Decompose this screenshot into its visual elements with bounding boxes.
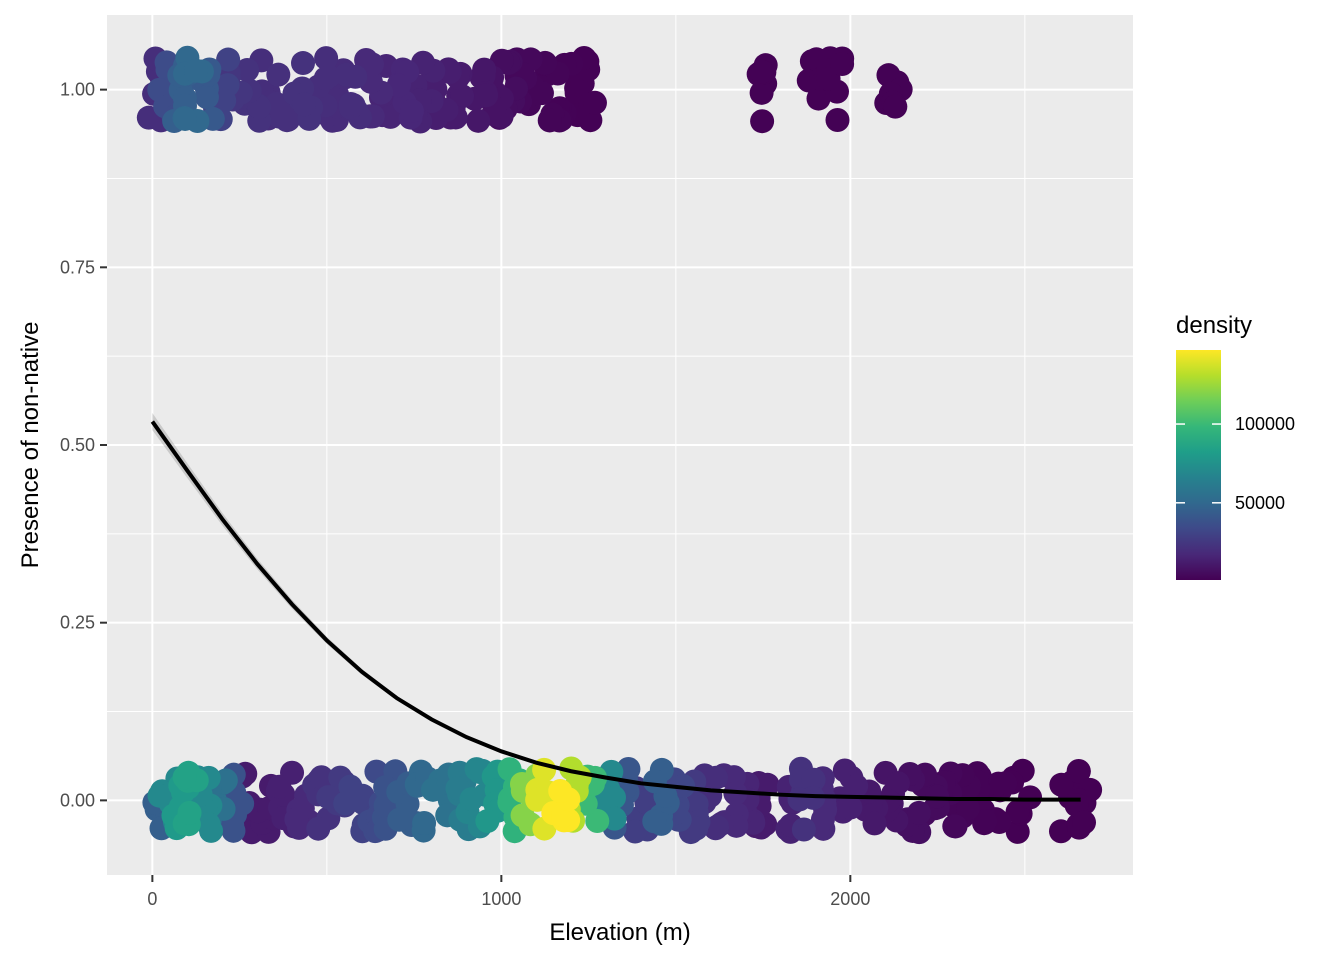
point-present <box>272 101 297 126</box>
point-absent <box>956 796 981 821</box>
y-tick-label: 1.00 <box>60 80 95 100</box>
legend: density 50000 100000 <box>1176 312 1295 580</box>
point-present <box>750 109 775 134</box>
point-absent <box>705 814 730 839</box>
point-absent <box>1049 772 1074 797</box>
point-absent <box>1018 785 1043 810</box>
point-absent <box>755 772 780 797</box>
point-present <box>313 66 338 91</box>
point-absent <box>199 818 224 843</box>
y-tick-label: 0.25 <box>60 613 95 633</box>
point-present <box>883 94 908 119</box>
point-absent <box>801 767 826 792</box>
point-absent <box>973 809 998 834</box>
point-present <box>184 58 209 83</box>
point-present <box>825 108 850 133</box>
point-present <box>292 92 317 117</box>
y-axis: 0.00 0.25 0.50 0.75 1.00 <box>60 80 107 810</box>
point-present <box>806 86 831 111</box>
x-tick-label: 1000 <box>481 889 521 909</box>
point-absent <box>387 807 412 832</box>
point-absent <box>1072 810 1097 835</box>
point-absent <box>284 807 309 832</box>
point-present <box>291 51 316 76</box>
point-absent <box>810 807 835 832</box>
y-axis-title: Presence of non-native <box>17 322 44 569</box>
point-present <box>466 108 491 133</box>
point-present <box>216 47 241 72</box>
point-absent <box>510 803 535 828</box>
y-tick-label: 0.50 <box>60 435 95 455</box>
point-absent <box>1005 819 1030 844</box>
point-present <box>472 57 497 82</box>
fit-layer <box>150 413 1081 802</box>
point-present <box>537 108 562 133</box>
x-axis-title: Elevation (m) <box>549 919 690 946</box>
point-absent <box>906 800 931 825</box>
x-axis: 0 1000 2000 <box>147 875 870 909</box>
point-present <box>749 59 774 84</box>
point-absent <box>791 817 816 842</box>
point-absent <box>986 771 1011 796</box>
point-absent <box>177 800 202 825</box>
point-absent <box>642 769 667 794</box>
points-layer <box>136 45 1103 845</box>
point-absent <box>684 792 709 817</box>
point-absent <box>267 774 292 799</box>
point-present <box>474 83 499 108</box>
point-present <box>582 90 607 115</box>
point-absent <box>548 779 573 804</box>
legend-title: density <box>1176 312 1252 339</box>
point-present <box>314 46 339 71</box>
point-absent <box>838 795 863 820</box>
point-present <box>266 62 291 87</box>
point-absent <box>172 765 197 790</box>
legend-tick-label: 100000 <box>1235 414 1295 434</box>
point-present <box>235 58 260 83</box>
point-absent <box>585 808 610 833</box>
point-present <box>399 99 424 124</box>
point-absent <box>943 814 968 839</box>
y-tick-label: 0.75 <box>60 257 95 277</box>
point-absent <box>642 809 667 834</box>
legend-colorbar <box>1176 350 1221 580</box>
point-absent <box>475 809 500 834</box>
y-tick-label: 0.00 <box>60 790 95 810</box>
point-present <box>830 52 855 77</box>
point-absent <box>623 819 648 844</box>
point-present <box>338 91 363 116</box>
fit-line <box>150 420 1081 802</box>
point-present <box>450 84 475 109</box>
point-absent <box>333 791 358 816</box>
point-present <box>749 80 774 105</box>
legend-ticks: 50000 100000 <box>1176 414 1295 513</box>
point-absent <box>844 773 869 798</box>
legend-tick-label: 50000 <box>1235 493 1285 513</box>
point-present <box>173 106 198 131</box>
point-absent <box>147 783 172 808</box>
x-tick-label: 2000 <box>830 889 870 909</box>
point-absent <box>925 784 950 809</box>
point-absent <box>559 756 584 781</box>
point-absent <box>306 816 331 841</box>
point-absent <box>459 787 484 812</box>
x-tick-label: 0 <box>147 889 157 909</box>
point-absent <box>885 771 910 796</box>
point-absent <box>1066 759 1091 784</box>
point-absent <box>309 765 334 790</box>
point-absent <box>862 811 887 836</box>
point-present <box>343 64 368 89</box>
point-present <box>194 85 219 110</box>
point-absent <box>412 811 437 836</box>
